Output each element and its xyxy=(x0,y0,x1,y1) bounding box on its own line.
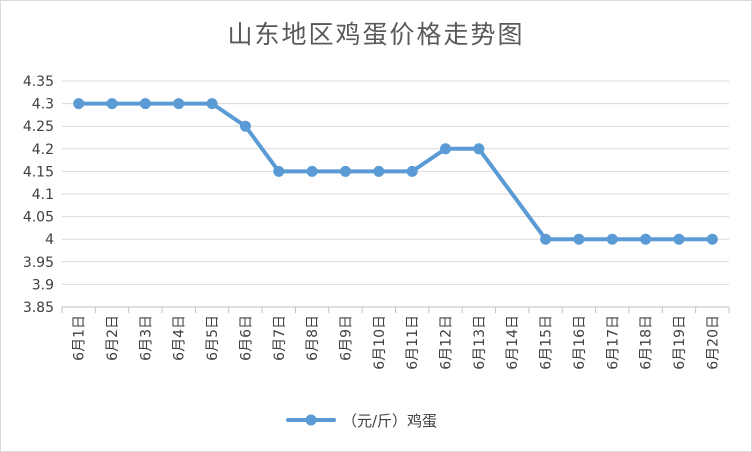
data-point xyxy=(640,233,652,245)
y-tick-label: 4 xyxy=(45,232,54,248)
data-point xyxy=(706,233,718,245)
data-point xyxy=(406,165,418,177)
y-tick-label: 4.05 xyxy=(23,210,54,226)
y-tick-label: 4.25 xyxy=(23,119,54,135)
y-tick-label: 4.3 xyxy=(32,97,54,113)
x-tick-label: 6月9日 xyxy=(338,315,354,361)
data-point xyxy=(206,98,218,110)
x-tick-label: 6月20日 xyxy=(705,315,721,370)
data-point xyxy=(306,165,318,177)
data-point xyxy=(173,98,185,110)
x-tick-label: 6月6日 xyxy=(238,315,254,361)
x-tick-label: 6月2日 xyxy=(105,315,121,361)
x-tick-label: 6月18日 xyxy=(639,315,655,370)
chart-title: 山东地区鸡蛋价格走势图 xyxy=(227,20,525,49)
x-tick-label: 6月14日 xyxy=(505,315,521,370)
x-tick-label: 6月5日 xyxy=(205,315,221,361)
x-tick-label: 6月17日 xyxy=(605,315,621,370)
data-point xyxy=(606,233,618,245)
x-tick-label: 6月15日 xyxy=(539,315,555,370)
x-tick-label: 6月1日 xyxy=(72,315,88,361)
data-point xyxy=(540,233,552,245)
x-tick-label: 6月19日 xyxy=(672,315,688,370)
data-point xyxy=(106,98,118,110)
data-point xyxy=(573,233,585,245)
data-point xyxy=(239,120,251,132)
data-point xyxy=(339,165,351,177)
x-tick-label: 6月13日 xyxy=(472,315,488,370)
legend-marker xyxy=(305,414,317,426)
gridlines xyxy=(62,80,729,308)
x-tick-label: 6月10日 xyxy=(372,315,388,370)
x-tick-label: 6月4日 xyxy=(172,315,188,361)
data-point xyxy=(139,98,151,110)
y-tick-label: 3.95 xyxy=(23,255,54,271)
x-tick-label: 6月11日 xyxy=(405,315,421,370)
y-tick-label: 4.35 xyxy=(23,74,54,90)
data-point xyxy=(273,165,285,177)
x-tick-label: 6月8日 xyxy=(305,315,321,361)
y-tick-label: 4.2 xyxy=(32,142,54,158)
data-point xyxy=(73,98,85,110)
data-point xyxy=(373,165,385,177)
x-tick-label: 6月3日 xyxy=(138,315,154,361)
legend: （元/斤）鸡蛋 xyxy=(286,412,437,430)
y-tick-label: 4.1 xyxy=(32,187,54,203)
x-tick-label: 6月7日 xyxy=(272,315,288,361)
x-tick-label: 6月16日 xyxy=(572,315,588,370)
y-tick-label: 3.85 xyxy=(23,300,54,316)
y-tick-label: 4.15 xyxy=(23,164,54,180)
data-point xyxy=(673,233,685,245)
y-tick-label: 3.9 xyxy=(32,277,54,293)
series-layer xyxy=(73,98,718,245)
legend-label: （元/斤）鸡蛋 xyxy=(342,412,437,430)
x-tick-label: 6月12日 xyxy=(439,315,455,370)
data-point xyxy=(440,143,452,155)
y-axis: 3.85 3.9 3.95 4 4.05 4.1 4.15 4.2 4.25 4.3 4.35 xyxy=(23,74,54,316)
x-axis: 6月1日 6月2日 6月3日 6月4日 6月5日 6月6日 6月7日 6月8日 6月9日 6月10… xyxy=(61,307,730,370)
data-point xyxy=(473,143,485,155)
